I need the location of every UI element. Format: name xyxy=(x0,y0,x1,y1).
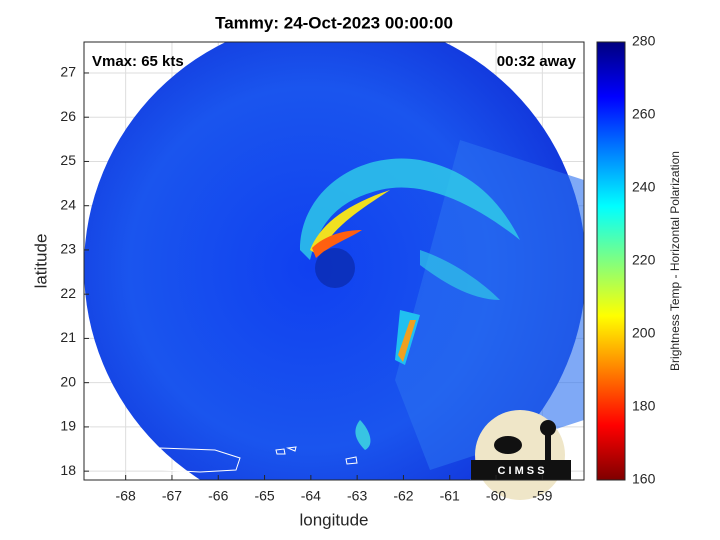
y-axis-label: latitude xyxy=(31,234,50,289)
annotation: Vmax: 65 kts xyxy=(92,53,184,70)
x-tick-label: -66 xyxy=(208,488,228,504)
logo-dish xyxy=(494,436,522,454)
rainband xyxy=(355,420,371,450)
y-tick-label: 20 xyxy=(60,373,76,389)
x-tick-label: -64 xyxy=(301,488,321,504)
colorbar-tick-label: 240 xyxy=(632,179,656,195)
title: Tammy: 24-Oct-2023 00:00:00 xyxy=(215,13,453,32)
x-tick-label: -67 xyxy=(162,488,182,504)
colorbar-tick-label: 160 xyxy=(632,471,656,487)
y-tick-label: 18 xyxy=(60,462,76,478)
colorbar xyxy=(596,41,626,481)
x-tick-label: -59 xyxy=(532,488,552,504)
y-tick-label: 27 xyxy=(60,64,76,80)
y-tick-label: 23 xyxy=(60,241,76,257)
coastline xyxy=(84,424,109,466)
coastline xyxy=(159,447,241,473)
x-tick-label: -68 xyxy=(116,488,136,504)
y-tick-label: 25 xyxy=(60,152,76,168)
y-tick-label: 22 xyxy=(60,285,76,301)
y-tick-label: 21 xyxy=(60,329,76,345)
x-tick-label: -63 xyxy=(347,488,367,504)
x-axis-label: longitude xyxy=(299,510,368,529)
colorbar-tick-label: 220 xyxy=(632,252,656,268)
annotation: 00:32 away xyxy=(497,53,577,70)
colorbar-label: Brightness Temp - Horizontal Polarizatio… xyxy=(668,151,682,371)
x-tick-label: -60 xyxy=(486,488,506,504)
rainband xyxy=(300,158,520,260)
colorbar-tick-label: 280 xyxy=(632,33,656,49)
rainband xyxy=(398,320,416,362)
band xyxy=(395,140,584,470)
plot-frame xyxy=(83,41,585,481)
eye xyxy=(315,248,355,288)
logo-tank xyxy=(540,420,556,436)
logo-tower xyxy=(545,430,551,460)
x-tick-label: -65 xyxy=(254,488,274,504)
x-tick-label: -61 xyxy=(440,488,460,504)
colorbar-tick-label: 200 xyxy=(632,325,656,341)
logo-text: C I M S S xyxy=(497,465,544,477)
satellite-image xyxy=(84,42,584,480)
colorbar-tick-label: 180 xyxy=(632,398,656,414)
rainband xyxy=(420,250,500,300)
y-tick-label: 24 xyxy=(60,196,76,212)
y-tick-label: 19 xyxy=(60,418,76,434)
coastline xyxy=(275,446,358,465)
colorbar-tick-label: 260 xyxy=(632,106,656,122)
y-tick-label: 26 xyxy=(60,108,76,124)
x-tick-label: -62 xyxy=(393,488,413,504)
